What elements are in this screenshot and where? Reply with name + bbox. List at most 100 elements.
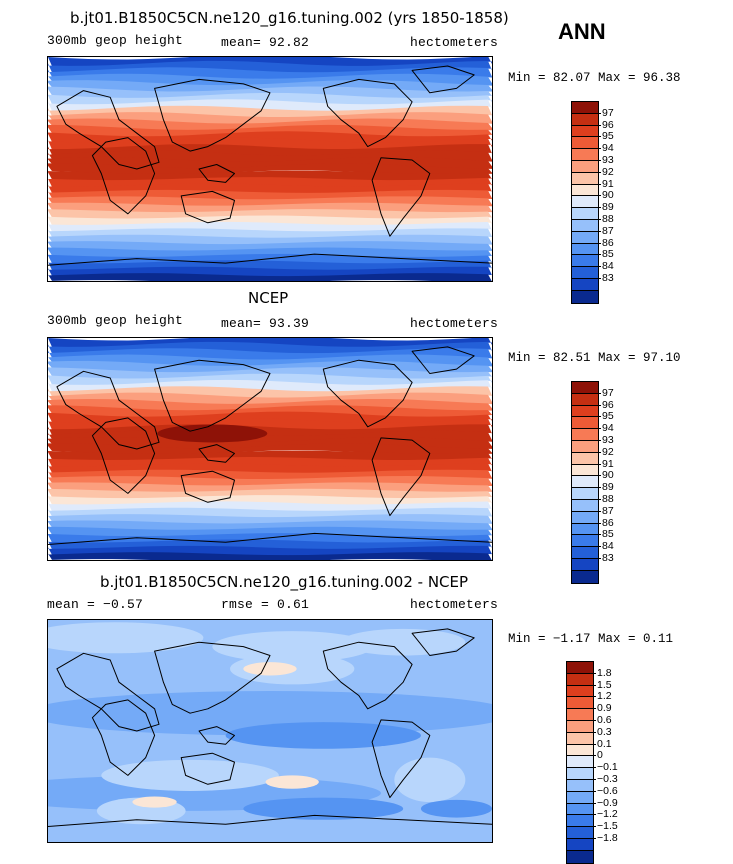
colorbar-tick	[597, 148, 601, 150]
colorbar-label: −1.2	[597, 808, 618, 821]
field-band	[48, 539, 492, 550]
colorbar-tick	[592, 767, 596, 769]
colorbar-label: 1.5	[597, 678, 612, 691]
colorbar-label: 96	[602, 398, 614, 411]
colorbar-tick	[592, 826, 596, 828]
field-band	[48, 405, 492, 418]
panel2-title: NCEP	[248, 289, 289, 307]
field-band	[48, 67, 492, 80]
colorbar-label: 91	[602, 177, 614, 190]
colorbar-label: 88	[602, 493, 614, 505]
coastline	[48, 814, 492, 827]
colorbar-tick	[597, 278, 601, 279]
colorbar-tick	[592, 755, 596, 757]
field-band	[48, 183, 492, 194]
colorbar-label: 94	[602, 422, 614, 435]
colorbar-label: 89	[602, 481, 614, 494]
colorbar-label: 96	[602, 118, 614, 131]
field-band	[48, 507, 492, 518]
colorbar-swatch	[567, 850, 593, 863]
field-region	[243, 797, 404, 820]
colorbar-tick	[597, 416, 601, 418]
colorbar-tick	[592, 684, 596, 686]
field-region	[212, 631, 373, 663]
colorbar-tick	[597, 183, 601, 185]
colorbar-swatch	[567, 720, 593, 733]
panel2-units-label: hectometers	[410, 316, 499, 331]
colorbar-swatch	[572, 102, 598, 114]
coastline	[48, 532, 492, 545]
colorbar-tick	[592, 731, 596, 733]
colorbar-tick	[597, 230, 601, 232]
coastline	[411, 628, 475, 656]
colorbar-tick	[592, 720, 596, 721]
field-band	[48, 105, 492, 118]
field-band	[48, 202, 492, 213]
colorbar-label: 87	[602, 224, 614, 237]
colorbar-label: 89	[602, 201, 614, 214]
colorbar-tick	[597, 546, 601, 548]
colorbar-swatch	[572, 125, 598, 138]
field-band	[48, 170, 492, 181]
colorbar-label: 90	[602, 469, 614, 482]
colorbar-swatch	[567, 827, 593, 839]
colorbar-tick	[597, 499, 601, 500]
panel2-mean-label: mean= 93.39	[221, 316, 310, 331]
colorbar-tick	[597, 160, 601, 161]
coastline	[198, 726, 235, 745]
colorbar-swatch	[567, 779, 593, 792]
coastline	[180, 752, 235, 785]
colorbar-label: −0.1	[597, 761, 618, 774]
colorbar-label: 97	[602, 106, 614, 119]
colorbar-swatch	[567, 709, 593, 721]
colorbar-label: 1.2	[597, 690, 612, 703]
colorbar-tick	[592, 802, 596, 804]
colorbar-swatch	[572, 290, 598, 303]
colorbar-swatch	[572, 523, 598, 536]
colorbar-swatch	[567, 662, 593, 674]
colorbar-swatch	[567, 756, 593, 769]
colorbar-label: 83	[602, 552, 614, 564]
colorbar-label: 1.8	[597, 666, 612, 679]
colorbar-swatch	[572, 184, 598, 197]
field-region	[420, 799, 492, 818]
colorbar-swatch	[567, 732, 593, 745]
field-band	[48, 348, 492, 361]
colorbar-tick	[592, 672, 596, 674]
coastline	[411, 346, 475, 374]
field-band	[48, 354, 492, 367]
colorbar-tick	[597, 207, 601, 209]
colorbar-swatch	[572, 535, 598, 548]
panel3-mean-label: mean = −0.57	[47, 597, 144, 612]
panel1-map	[47, 56, 493, 282]
colorbar-tick	[597, 219, 601, 220]
field-band	[48, 424, 492, 437]
field-band	[48, 273, 492, 281]
colorbar-tick	[597, 428, 601, 430]
colorbar-label: 84	[602, 260, 614, 273]
coastline	[154, 359, 271, 432]
colorbar-swatch	[572, 113, 598, 126]
colorbar-label: 87	[602, 504, 614, 517]
colorbar-tick	[592, 838, 596, 839]
colorbar-swatch	[572, 570, 598, 583]
colorbar-swatch	[572, 219, 598, 232]
field-region	[101, 759, 279, 791]
colorbar-swatch	[572, 208, 598, 220]
coastline	[91, 699, 156, 776]
field-band	[48, 260, 492, 271]
colorbar-label: 0.6	[597, 714, 612, 726]
colorbar-swatch	[572, 137, 598, 150]
colorbar-label: 93	[602, 434, 614, 446]
field-region	[132, 796, 177, 808]
colorbar-label: 0.1	[597, 737, 612, 750]
field-band	[48, 552, 492, 560]
field-band	[48, 417, 492, 430]
panel3-minmax: Min = −1.17 Max = 0.11	[508, 632, 674, 646]
field-band	[48, 443, 492, 456]
colorbar-swatch	[567, 673, 593, 686]
colorbar-label: 94	[602, 142, 614, 155]
field-max-region	[157, 424, 268, 443]
colorbar-swatch	[572, 511, 598, 524]
colorbar-swatch	[567, 697, 593, 710]
